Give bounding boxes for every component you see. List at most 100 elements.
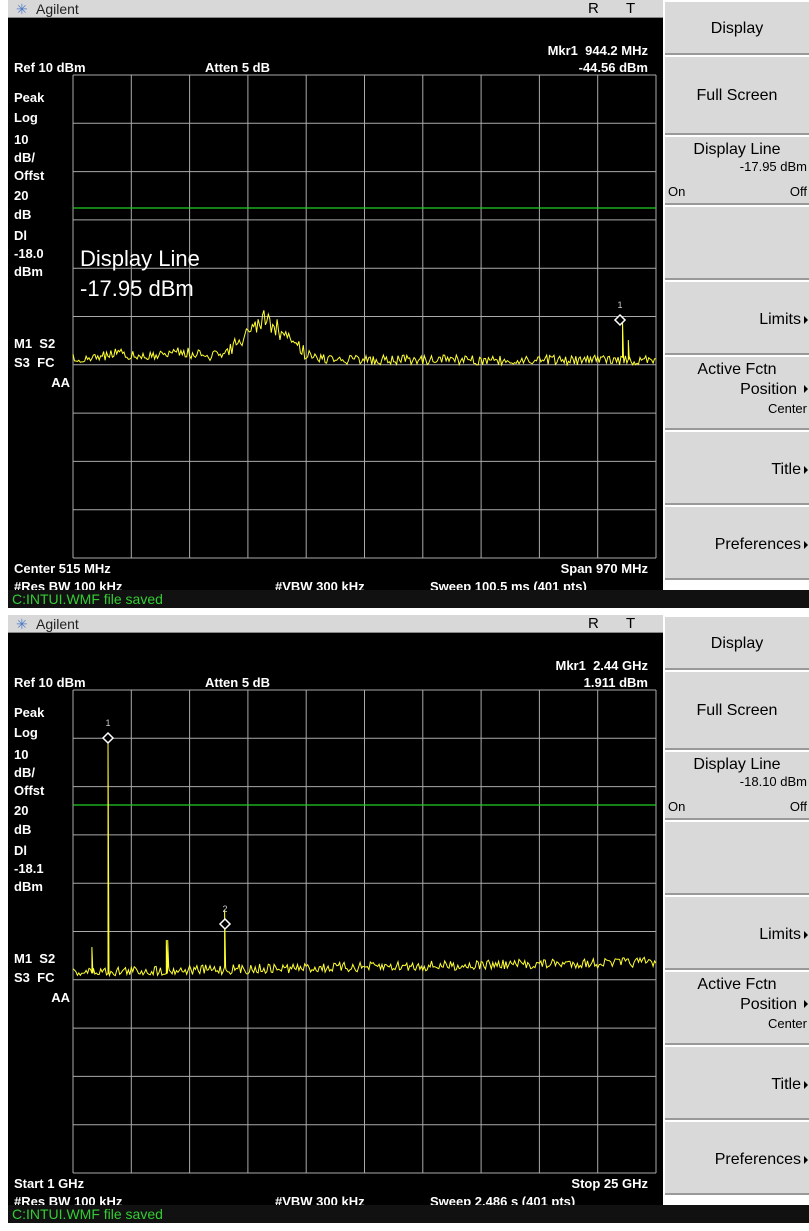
softkey-label[interactable]: Full Screen	[696, 702, 778, 719]
attenuation: Atten 5 dB	[205, 60, 270, 75]
side-label: Peak	[14, 90, 45, 105]
side-label: AA	[51, 990, 70, 1005]
softkey-option[interactable]: On	[668, 799, 686, 814]
side-label: 10	[14, 747, 29, 762]
marker-readout: Mkr1 2.44 GHz	[555, 658, 649, 673]
side-label: Log	[14, 110, 38, 125]
side-label: Offst	[14, 783, 45, 798]
side-label: dB/	[14, 765, 35, 780]
marker-diamond	[101, 731, 115, 745]
softkey-label[interactable]: Full Screen	[696, 87, 778, 104]
softkey[interactable]: Preferences	[665, 505, 809, 580]
plot: 12	[72, 689, 657, 1174]
display-area	[8, 633, 663, 1205]
side-label: AA	[51, 375, 70, 390]
indicator: T	[626, 615, 636, 632]
title-bar	[8, 615, 663, 633]
softkey-blank[interactable]	[665, 820, 809, 895]
status-bar: C:INTUI.WMF file saved	[8, 1205, 809, 1223]
side-label: dB	[14, 207, 32, 222]
softkey[interactable]: Display	[665, 615, 809, 670]
submenu-arrow	[804, 1000, 808, 1008]
side-label: dBm	[14, 879, 43, 894]
submenu-arrow	[804, 385, 808, 393]
softkey-label[interactable]: Limits	[759, 310, 801, 328]
side-label: 10	[14, 132, 29, 147]
side-label: Dl	[14, 228, 27, 243]
attenuation: Atten 5 dB	[205, 675, 270, 690]
side-label: dB	[14, 822, 32, 837]
freq-right: Stop 25 GHz	[571, 1176, 648, 1191]
analyzer-screen: ✳ Agilent R T Mkr1 944.2 MHz Ref 10 dBm Atten …	[0, 0, 809, 608]
overlay-text: Display Line	[80, 246, 200, 271]
indicator: R	[588, 615, 599, 632]
softkey-sub[interactable]: Position	[740, 996, 797, 1013]
softkey[interactable]: Active Fctn Position Center	[665, 355, 809, 430]
submenu-arrow	[804, 540, 808, 549]
softkey-label[interactable]: Preferences	[714, 535, 801, 553]
softkey-value[interactable]: -18.10 dBm	[739, 774, 807, 789]
softkey[interactable]: Display Line -18.10 dBm On Off	[665, 750, 809, 820]
softkey-label[interactable]: Display Line	[693, 756, 781, 773]
softkey[interactable]: Title	[665, 1045, 809, 1120]
softkey-blank[interactable]	[665, 205, 809, 280]
softkey-label[interactable]: Display	[710, 634, 764, 652]
softkey-label[interactable]: Active Fctn	[697, 976, 777, 993]
softkey-value[interactable]: -17.95 dBm	[739, 159, 807, 174]
softkey[interactable]: Full Screen	[665, 55, 809, 135]
status-bar: C:INTUI.WMF file saved	[8, 590, 809, 608]
softkey[interactable]: Limits	[665, 895, 809, 970]
freq-left: Start 1 GHz	[14, 1176, 85, 1191]
softkey-option[interactable]: On	[668, 184, 686, 199]
softkey-label[interactable]: Display	[710, 19, 764, 37]
softkey[interactable]: Display	[665, 0, 809, 55]
marker-diamond	[218, 917, 232, 931]
brand: Agilent	[36, 1, 79, 17]
softkey-value[interactable]: Center	[767, 1016, 807, 1031]
side-label: S3 FC	[14, 970, 55, 985]
side-label: 20	[14, 803, 29, 818]
side-label: Log	[14, 725, 38, 740]
softkey-label[interactable]: Preferences	[714, 1150, 801, 1168]
submenu-arrow	[804, 930, 808, 939]
side-label: dBm	[14, 264, 43, 279]
softkey-label[interactable]: Display Line	[693, 141, 781, 158]
logo-icon: ✳	[16, 1, 28, 17]
marker-level: 1.911 dBm	[583, 675, 648, 690]
plot: 1	[72, 74, 657, 559]
softkey-label[interactable]: Title	[771, 460, 801, 478]
softkey[interactable]: Limits	[665, 280, 809, 355]
side-label: Offst	[14, 168, 45, 183]
submenu-arrow	[804, 1155, 808, 1164]
submenu-arrow	[804, 315, 808, 324]
marker-label: 1	[105, 718, 110, 728]
softkey-label[interactable]: Limits	[759, 925, 801, 943]
softkey[interactable]: Title	[665, 430, 809, 505]
side-label: Peak	[14, 705, 45, 720]
side-label: 20	[14, 188, 29, 203]
side-label: -18.0	[14, 246, 44, 261]
ref-level: Ref 10 dBm	[14, 675, 86, 690]
display-area	[8, 18, 663, 590]
softkey[interactable]: Active Fctn Position Center	[665, 970, 809, 1045]
softkey-option[interactable]: Off	[789, 799, 807, 814]
indicator: T	[626, 0, 636, 17]
softkey[interactable]: Preferences	[665, 1120, 809, 1195]
indicator: R	[588, 0, 599, 17]
softkey[interactable]: Display Line -17.95 dBm On Off	[665, 135, 809, 205]
marker-label: 2	[222, 904, 227, 914]
softkey-label[interactable]: Active Fctn	[697, 361, 777, 378]
softkey-sub[interactable]: Position	[740, 381, 797, 398]
freq-left: Center 515 MHz	[14, 561, 111, 576]
marker-label: 1	[617, 300, 622, 310]
side-label: dB/	[14, 150, 35, 165]
softkey-option[interactable]: Off	[789, 184, 807, 199]
brand: Agilent	[36, 616, 79, 632]
side-label: M1 S2	[14, 951, 56, 966]
softkey-label[interactable]: Title	[771, 1075, 801, 1093]
softkey-value[interactable]: Center	[767, 401, 807, 416]
analyzer-screen: ✳ Agilent R T Mkr1 2.44 GHz Ref 10 dBm Atten 5…	[0, 615, 809, 1223]
freq-right: Span 970 MHz	[560, 561, 648, 576]
softkey[interactable]: Full Screen	[665, 670, 809, 750]
